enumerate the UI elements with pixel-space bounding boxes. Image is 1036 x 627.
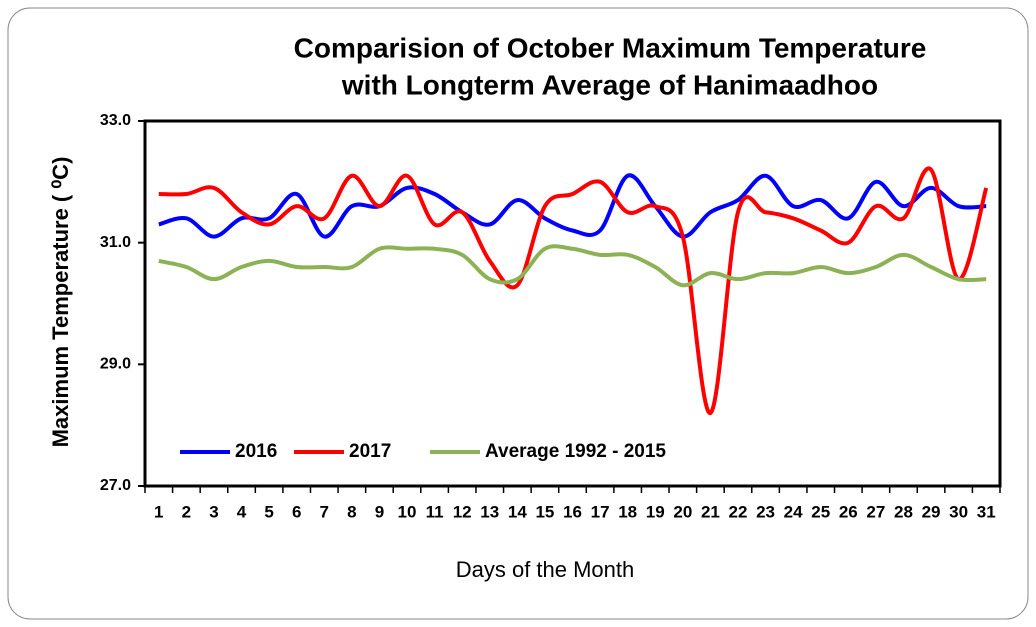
chart-frame <box>7 7 1029 620</box>
x-tick-label: 7 <box>320 502 329 521</box>
x-tick-label: 18 <box>618 502 637 521</box>
x-tick-label: 9 <box>375 502 384 521</box>
y-tick-label: 27.0 <box>100 477 131 494</box>
y-tick-label: 29.0 <box>100 356 131 373</box>
x-tick-label: 13 <box>480 502 499 521</box>
chart-title: with Longterm Average of Hanimaadhoo <box>341 69 878 100</box>
x-tick-label: 14 <box>508 502 527 521</box>
x-tick-label: 15 <box>535 502 554 521</box>
x-tick-label: 22 <box>729 502 748 521</box>
x-tick-label: 19 <box>646 502 665 521</box>
x-tick-label: 24 <box>784 502 803 521</box>
y-tick-label: 31.0 <box>100 234 131 251</box>
y-tick-label: 33.0 <box>100 112 131 129</box>
x-tick-label: 1 <box>154 502 163 521</box>
series-line <box>158 166 989 416</box>
y-axis-label: Maximum Temperature ( ⁰C) <box>48 157 73 448</box>
x-tick-label: 29 <box>922 502 941 521</box>
series-line <box>158 173 987 239</box>
x-tick-label: 6 <box>292 502 301 521</box>
plot-area <box>143 119 1002 488</box>
x-tick-label: 3 <box>209 502 218 521</box>
x-tick-label: 21 <box>701 502 720 521</box>
series-line <box>158 244 987 288</box>
x-tick-label: 4 <box>237 502 247 521</box>
x-tick-label: 28 <box>894 502 913 521</box>
x-tick-label: 5 <box>264 502 273 521</box>
x-tick-label: 27 <box>866 502 885 521</box>
x-tick-label: 16 <box>563 502 582 521</box>
x-tick-label: 25 <box>811 502 830 521</box>
legend-label: Average 1992 - 2015 <box>485 441 666 462</box>
legend-label: 2017 <box>349 441 391 462</box>
chart-title: Comparision of October Maximum Temperatu… <box>294 32 927 63</box>
x-tick-label: 2 <box>182 502 191 521</box>
legend-label: 2016 <box>235 441 277 462</box>
x-axis-label: Days of the Month <box>456 557 635 582</box>
x-tick-label: 20 <box>673 502 692 521</box>
x-tick-label: 10 <box>398 502 417 521</box>
x-tick-label: 12 <box>453 502 472 521</box>
x-tick-label: 11 <box>426 502 444 521</box>
x-tick-label: 17 <box>591 502 610 521</box>
x-tick-label: 31 <box>977 502 996 521</box>
x-tick-label: 8 <box>347 502 356 521</box>
x-tick-label: 26 <box>839 502 858 521</box>
x-tick-label: 30 <box>949 502 968 521</box>
x-tick-label: 23 <box>756 502 775 521</box>
